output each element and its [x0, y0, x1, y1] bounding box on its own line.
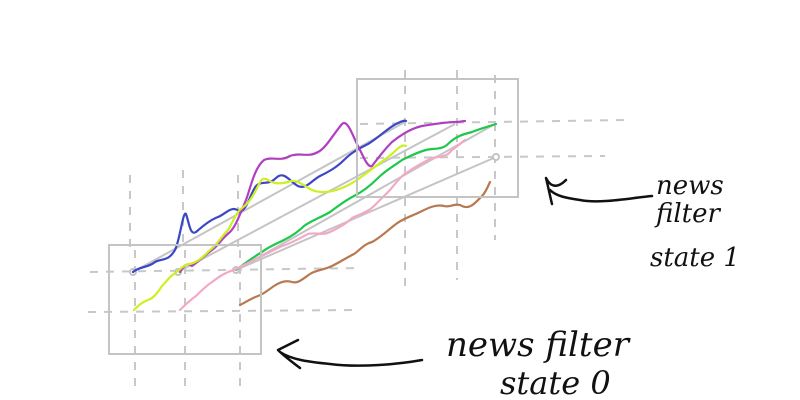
arrow-state-0	[276, 338, 424, 370]
frame-state-0	[108, 244, 262, 355]
label-state-0-line-1: news filter	[446, 325, 631, 365]
arrow-state-1	[544, 176, 654, 206]
label-state-1-line-2: filter	[654, 199, 721, 229]
label-state-0-line-2: state 0	[500, 364, 611, 400]
series-line-pink	[178, 138, 467, 312]
frame-state-1	[356, 78, 519, 198]
series-line-green	[234, 122, 498, 272]
label-state-1-line-3: state 1	[650, 243, 740, 273]
grid-state-0	[87, 170, 361, 390]
series-line-yellow	[132, 144, 408, 312]
series-line-blue	[131, 119, 408, 274]
series-line-brown	[238, 180, 492, 307]
label-state-1-line-1: news	[656, 171, 724, 201]
